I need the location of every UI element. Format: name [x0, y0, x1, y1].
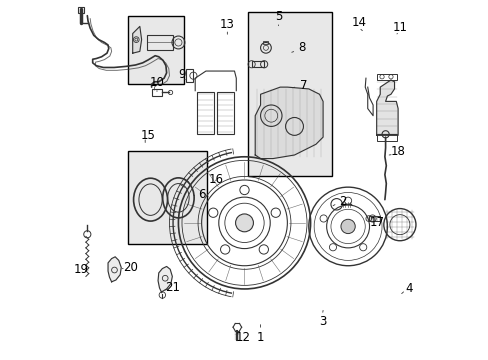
Bar — [216, 93, 233, 134]
Text: 6: 6 — [198, 188, 205, 201]
Text: 9: 9 — [178, 68, 185, 81]
Text: 12: 12 — [235, 331, 250, 344]
Bar — [247, 12, 331, 176]
Bar — [377, 73, 396, 80]
Text: 2: 2 — [338, 195, 346, 208]
Text: 14: 14 — [350, 16, 366, 29]
Bar — [263, 41, 268, 44]
Text: 10: 10 — [149, 76, 164, 89]
Bar — [78, 8, 83, 13]
Text: 11: 11 — [391, 21, 407, 33]
Text: 17: 17 — [368, 216, 384, 229]
Bar — [368, 216, 380, 221]
Text: 8: 8 — [297, 41, 305, 54]
Text: 19: 19 — [73, 263, 88, 276]
Text: 4: 4 — [404, 283, 412, 296]
Polygon shape — [132, 26, 142, 53]
Text: 7: 7 — [299, 79, 306, 92]
Text: 21: 21 — [164, 281, 180, 294]
Bar — [197, 93, 214, 134]
Text: 18: 18 — [390, 145, 405, 158]
Bar — [377, 134, 396, 141]
Bar — [128, 152, 206, 244]
Text: 16: 16 — [208, 173, 223, 186]
Bar — [147, 35, 172, 50]
Circle shape — [235, 214, 253, 232]
Bar — [128, 16, 183, 84]
Circle shape — [340, 219, 354, 234]
Polygon shape — [255, 87, 323, 158]
Bar — [251, 61, 264, 67]
Text: 5: 5 — [274, 10, 282, 23]
Text: 1: 1 — [256, 331, 264, 344]
Text: 15: 15 — [141, 129, 155, 142]
Text: 20: 20 — [122, 261, 137, 274]
Text: 13: 13 — [220, 18, 234, 31]
Bar — [151, 89, 162, 96]
Polygon shape — [108, 257, 121, 282]
Polygon shape — [376, 80, 397, 135]
Text: 3: 3 — [319, 315, 326, 328]
Bar — [185, 69, 193, 82]
Polygon shape — [158, 266, 172, 293]
